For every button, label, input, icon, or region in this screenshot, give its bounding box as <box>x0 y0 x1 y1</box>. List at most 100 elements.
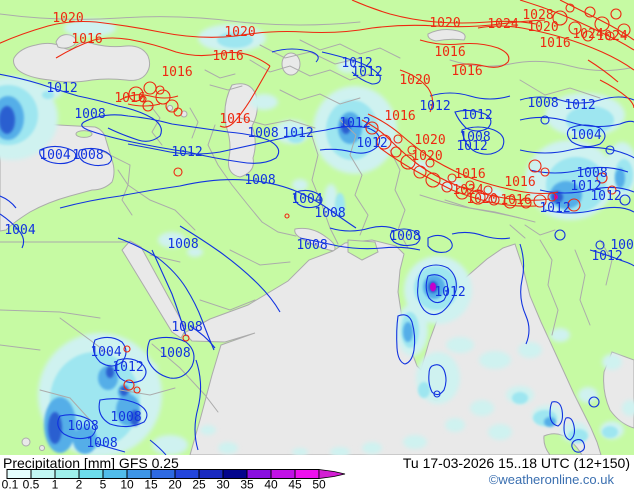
aral-sea <box>281 52 301 76</box>
pressure-label: 1016 <box>454 167 485 182</box>
pressure-label: 1012 <box>171 145 202 160</box>
pressure-label: 1008 <box>247 126 278 141</box>
pressure-label: 1008 <box>296 238 327 253</box>
precip-scale: 0.1 0.5 1 2 5 10 15 20 25 30 35 40 45 50 <box>2 469 346 490</box>
pressure-label: 1004 <box>90 345 121 360</box>
cyprus-island <box>75 130 93 138</box>
pressure-label: 1012 <box>419 99 450 114</box>
pressure-label: 1020 <box>414 133 445 148</box>
scale-tick-label: 45 <box>288 478 302 490</box>
pressure-label: 1024 <box>487 17 518 32</box>
scale-tick-label: 10 <box>120 478 134 490</box>
pressure-label: 1012 <box>539 201 570 216</box>
isobar-contours-high <box>0 0 634 394</box>
legend-title: Precipitation [mm] GFS 0.25 <box>3 455 179 471</box>
pressure-label: 1012 <box>591 249 622 264</box>
scale-tick-label: 50 <box>312 478 326 490</box>
pressure-label: 1024 <box>452 183 483 198</box>
pressure-label: 1012 <box>351 65 382 80</box>
scale-tick-label: 15 <box>144 478 158 490</box>
pressure-label: 1016 <box>219 112 250 127</box>
pressure-label: 1008 <box>314 206 345 221</box>
scale-tick-label: 5 <box>100 478 107 490</box>
pressure-label: 1008 <box>459 130 490 145</box>
sumatra-island <box>543 433 583 456</box>
pressure-label: 1008 <box>110 410 141 425</box>
pressure-label: 1004 <box>570 128 601 143</box>
pressure-label: 1012 <box>590 189 621 204</box>
scale-tick-label: 1 <box>52 478 59 490</box>
scale-tick-label: 0.1 <box>2 478 19 490</box>
pressure-label: 1012 <box>46 81 77 96</box>
pressure-label: 1008 <box>244 173 275 188</box>
pressure-label: 1008 <box>67 419 98 434</box>
pressure-label: 1012 <box>570 179 601 194</box>
scale-tick-label: 20 <box>168 478 182 490</box>
pressure-label: 1012 <box>434 285 465 300</box>
legend: Precipitation [mm] GFS 0.25 Tu 17-03-202… <box>0 455 634 490</box>
pressure-label: 1024 <box>596 29 627 44</box>
copyright-link[interactable]: ©weatheronline.co.uk <box>488 472 614 487</box>
pressure-label: 1020 <box>224 25 255 40</box>
lake-turkana <box>39 445 45 451</box>
pressure-label: 1012 <box>564 98 595 113</box>
isobar-contours-low <box>0 48 634 456</box>
pressure-label: 1012 <box>282 126 313 141</box>
pressure-label: 1016 <box>500 193 531 208</box>
pressure-label: 1020 <box>527 20 558 35</box>
pressure-label: 1008 <box>171 320 202 335</box>
red-sea <box>121 240 187 339</box>
pressure-label: 1008 <box>72 148 103 163</box>
pressure-label: 1016 <box>539 36 570 51</box>
scale-tick-label: 35 <box>240 478 254 490</box>
pressure-label: 1020 <box>466 192 497 207</box>
pressure-label: 1016 <box>451 64 482 79</box>
pressure-label: 1024 <box>572 27 603 42</box>
pressure-label: 1008 <box>389 229 420 244</box>
pressure-label: 1020 <box>429 16 460 31</box>
pressure-label: 1004 <box>39 148 70 163</box>
scale-tick-label: 40 <box>264 478 278 490</box>
pressure-label: 1028 <box>522 8 553 23</box>
lake-balkhash <box>427 29 466 42</box>
pressure-label: 1016 <box>504 175 535 190</box>
pressure-label: 1020 <box>411 149 442 164</box>
pressure-label: 1020 <box>52 11 83 26</box>
pressure-label: 1008 <box>610 238 634 253</box>
pressure-label: 1016 <box>161 65 192 80</box>
weather-map: 1020 1016 1020 1016 1016 1016 1016 1020 1024 1028… <box>0 0 634 457</box>
pressure-label: 1008 <box>159 346 190 361</box>
country-borders <box>0 13 631 421</box>
pressure-label: 1016 <box>212 49 243 64</box>
pressure-label: 1012 <box>356 136 387 151</box>
pressure-label: 1008 <box>576 166 607 181</box>
pressure-label: 1008 <box>527 96 558 111</box>
kathiawar-peninsula <box>347 239 379 261</box>
scale-overflow-arrow <box>318 469 346 479</box>
sea-of-azov <box>55 34 77 49</box>
pressure-label: 1008 <box>74 107 105 122</box>
forecast-datetime: Tu 17-03-2026 15..18 UTC (12+150) <box>402 455 630 471</box>
pressure-label: 1004 <box>291 192 322 207</box>
black-sea <box>13 41 151 83</box>
pressure-label: 1012 <box>339 116 370 131</box>
pressure-label: 1012 <box>461 108 492 123</box>
pressure-label: 1016 <box>434 45 465 60</box>
lake-van <box>166 104 174 112</box>
pressure-label: 1016 <box>114 91 145 106</box>
pressure-label: 1012 <box>112 360 143 375</box>
scale-tick-label: 0.5 <box>23 478 40 490</box>
pressure-label: 1020 <box>399 73 430 88</box>
pressure-label: 1016 <box>384 109 415 124</box>
scale-tick-label: 25 <box>192 478 206 490</box>
lake-victoria <box>21 437 31 447</box>
pressure-label: 1008 <box>86 436 117 451</box>
pressure-label: 1004 <box>4 223 35 238</box>
pressure-label: 1016 <box>71 32 102 47</box>
pressure-label: 1008 <box>167 237 198 252</box>
pressure-label: 1012 <box>341 56 372 71</box>
scale-tick-label: 2 <box>76 478 83 490</box>
scale-tick-label: 30 <box>216 478 230 490</box>
